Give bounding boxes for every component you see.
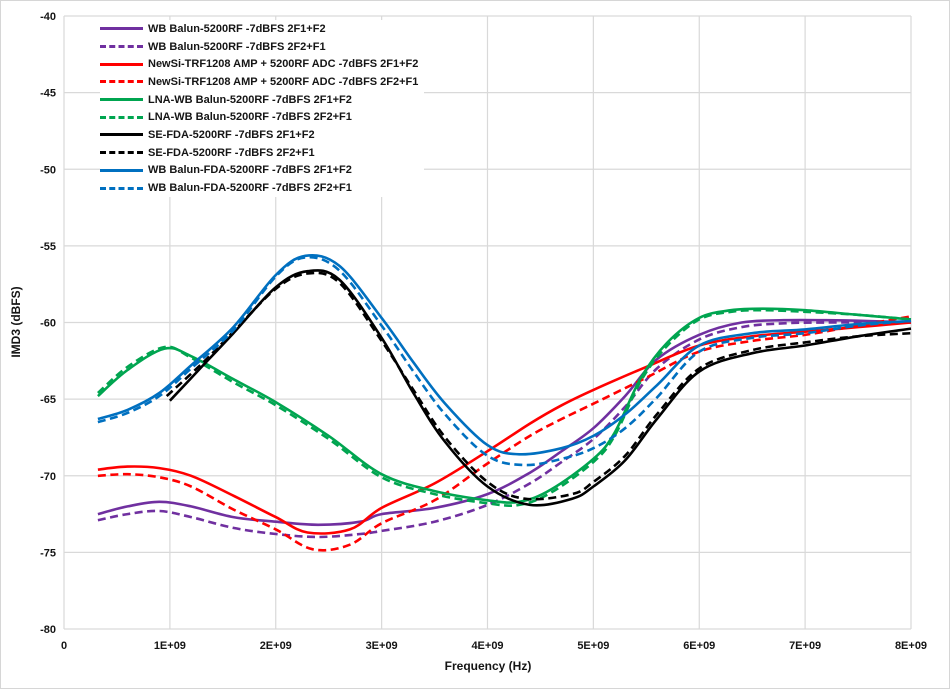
legend-label: WB Balun-5200RF -7dBFS 2F2+F1	[148, 40, 326, 53]
x-tick-label: 4E+09	[471, 640, 503, 652]
y-tick-label: -70	[40, 471, 56, 483]
legend-line-sample	[100, 80, 143, 84]
legend-item: NewSi-TRF1208 AMP + 5200RF ADC -7dBFS 2F…	[100, 73, 418, 91]
legend-item: WB Balun-5200RF -7dBFS 2F2+F1	[100, 38, 418, 56]
legend-item: WB Balun-FDA-5200RF -7dBFS 2F1+F2	[100, 162, 418, 180]
series-path	[168, 269, 912, 507]
legend-item: WB Balun-5200RF -7dBFS 2F1+F2	[100, 20, 418, 38]
y-tick-label: -60	[40, 318, 56, 330]
legend-item: LNA-WB Balun-5200RF -7dBFS 2F2+F1	[100, 108, 418, 126]
series-path	[97, 307, 912, 504]
legend-line-sample	[100, 115, 143, 119]
series-path	[165, 271, 912, 501]
legend-label: SE-FDA-5200RF -7dBFS 2F1+F2	[148, 128, 315, 141]
legend-label: WB Balun-FDA-5200RF -7dBFS 2F1+F2	[148, 164, 352, 177]
y-tick-label: -55	[40, 241, 56, 253]
legend-label: LNA-WB Balun-5200RF -7dBFS 2F2+F1	[148, 111, 352, 124]
legend-item: NewSi-TRF1208 AMP + 5200RF ADC -7dBFS 2F…	[100, 55, 418, 73]
legend-line-sample	[100, 45, 143, 49]
y-axis-title: IMD3 (dBFS)	[9, 286, 23, 358]
legend-label: WB Balun-5200RF -7dBFS 2F1+F2	[148, 22, 326, 35]
legend-line-sample	[100, 62, 143, 66]
x-tick-label: 5E+09	[577, 640, 609, 652]
legend-line-sample	[100, 27, 143, 31]
legend-line-sample	[100, 168, 143, 172]
series-path	[97, 253, 912, 456]
x-tick-label: 1E+09	[154, 640, 186, 652]
y-tick-label: -45	[40, 88, 56, 100]
chart-legend: WB Balun-5200RF -7dBFS 2F1+F2 WB Balun-52…	[100, 20, 425, 197]
legend-item: SE-FDA-5200RF -7dBFS 2F1+F2	[100, 126, 418, 144]
x-tick-label: 6E+09	[683, 640, 715, 652]
legend-label: NewSi-TRF1208 AMP + 5200RF ADC -7dBFS 2F…	[148, 58, 419, 71]
legend-line-sample	[100, 98, 143, 102]
x-tick-label: 3E+09	[366, 640, 398, 652]
y-tick-label: -50	[40, 164, 56, 176]
legend-item: WB Balun-FDA-5200RF -7dBFS 2F2+F1	[100, 179, 418, 197]
y-tick-label: -75	[40, 547, 56, 559]
legend-line-sample	[100, 186, 143, 190]
legend-item: LNA-WB Balun-5200RF -7dBFS 2F1+F2	[100, 91, 418, 109]
y-tick-label: -65	[40, 394, 56, 406]
series-path	[97, 321, 911, 539]
x-tick-label: 0	[61, 640, 67, 652]
legend-line-sample	[100, 151, 143, 155]
series-path	[97, 308, 912, 507]
y-tick-label: -80	[40, 624, 56, 636]
x-tick-label: 8E+09	[895, 640, 927, 652]
legend-item: SE-FDA-5200RF -7dBFS 2F2+F1	[100, 144, 418, 162]
x-tick-label: 7E+09	[789, 640, 821, 652]
x-axis-title: Frequency (Hz)	[444, 659, 532, 673]
series-path	[97, 318, 912, 527]
legend-label: NewSi-TRF1208 AMP + 5200RF ADC -7dBFS 2F…	[148, 75, 419, 88]
legend-label: WB Balun-FDA-5200RF -7dBFS 2F2+F1	[148, 182, 352, 195]
series-path	[97, 315, 912, 552]
series-path	[97, 255, 912, 467]
y-tick-label: -40	[40, 11, 56, 23]
legend-label: LNA-WB Balun-5200RF -7dBFS 2F1+F2	[148, 93, 352, 106]
x-tick-label: 2E+09	[260, 640, 292, 652]
legend-label: SE-FDA-5200RF -7dBFS 2F2+F1	[148, 146, 315, 159]
series-path	[97, 321, 912, 535]
legend-line-sample	[100, 133, 143, 137]
